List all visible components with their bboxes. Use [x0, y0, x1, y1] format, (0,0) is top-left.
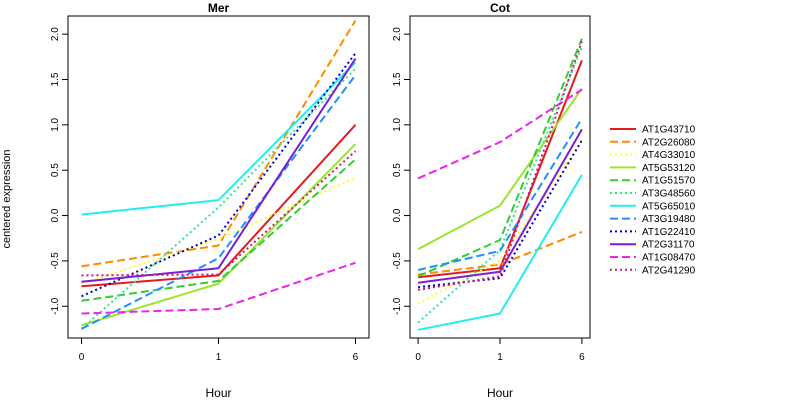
y-tick-label: -1.0 — [392, 297, 403, 315]
legend-item: AT3G48560 — [610, 189, 696, 200]
y-tick-label: -0.5 — [50, 252, 61, 270]
legend-item: AT2G26080 — [610, 137, 696, 148]
y-tick-label: -0.5 — [392, 252, 403, 270]
y-tick-label: 1.0 — [50, 117, 61, 131]
panel-mer: Mer -1.0 -0.5 0.0 0.5 1.0 1.5 2.0 0 1 6 Hour — [50, 1, 370, 400]
y-tick-label: 1.0 — [392, 117, 403, 131]
series-line-at2g31170 — [81, 58, 357, 283]
y-axis-title: centered expression — [1, 149, 13, 248]
legend-item: AT1G08470 — [610, 253, 696, 264]
legend-label: AT2G26080 — [642, 137, 696, 148]
series-line-at2g26080 — [417, 230, 583, 276]
legend-label: AT1G43710 — [642, 125, 696, 136]
legend-label: AT2G31170 — [642, 240, 695, 251]
series-line-at5g53120 — [417, 88, 583, 250]
x-tick-label: 6 — [579, 352, 585, 363]
series-line-at1g08470 — [417, 88, 583, 180]
legend-label: AT3G19480 — [642, 214, 696, 225]
series-line-at3g48560 — [80, 67, 357, 330]
series-line-at5g53120 — [81, 143, 357, 327]
x-tick-label: 1 — [497, 352, 503, 363]
panel-cot: Cot -1.0 -0.5 0.0 0.5 1.0 1.5 2.0 0 1 6 Hour — [392, 1, 591, 400]
series-line-at1g08470 — [81, 261, 356, 315]
legend-item: AT2G31170 — [610, 240, 695, 251]
series-line-at1g43710 — [81, 124, 357, 288]
y-tick-label: 0.5 — [50, 163, 61, 177]
x-tick-label: 1 — [216, 352, 222, 363]
series-line-at4g33010 — [417, 139, 583, 305]
series-line-at2g31170 — [417, 128, 583, 284]
panel-title: Mer — [208, 1, 230, 15]
y-tick-label: 1.5 — [50, 72, 61, 86]
legend-item: AT1G51570 — [610, 176, 696, 187]
y-tick-label: 0.5 — [392, 163, 403, 177]
y-tick-label: -1.0 — [50, 297, 61, 315]
legend-label: AT4G33010 — [642, 150, 696, 161]
legend-label: AT1G22410 — [642, 227, 696, 238]
y-tick-label: 1.5 — [392, 72, 403, 86]
series-line-at3g19480 — [417, 117, 583, 271]
series-line-at1g22410 — [81, 52, 357, 298]
series-line-at3g48560 — [417, 46, 583, 324]
plot-frame — [409, 15, 591, 339]
series-line-at2g41290 — [417, 41, 583, 291]
series-line-at2g26080 — [81, 19, 357, 268]
legend-label: AT5G65010 — [642, 201, 696, 212]
y-tick-label: 2.0 — [50, 27, 61, 41]
legend-item: AT2G41290 — [610, 265, 696, 276]
series-line-at1g43710 — [417, 60, 583, 279]
x-axis-title: Hour — [205, 386, 231, 400]
legend-item: AT3G19480 — [610, 214, 696, 225]
legend-item: AT1G22410 — [610, 227, 696, 238]
x-tick-label: 6 — [353, 352, 359, 363]
legend-label: AT1G51570 — [642, 176, 696, 187]
series-line-at5g65010 — [81, 61, 357, 216]
y-tick-label: 0.0 — [392, 208, 403, 222]
x-axis-title: Hour — [487, 386, 513, 400]
legend-item: AT5G65010 — [610, 201, 696, 212]
legend-label: AT3G48560 — [642, 189, 696, 200]
legend-label: AT1G08470 — [642, 253, 696, 264]
series-line-at5g65010 — [417, 174, 583, 331]
x-tick-label: 0 — [79, 352, 85, 363]
legend-item: AT1G43710 — [610, 125, 696, 136]
series-line-at1g51570 — [81, 158, 357, 302]
legend-item: AT4G33010 — [610, 150, 696, 161]
panels: Mer -1.0 -0.5 0.0 0.5 1.0 1.5 2.0 0 1 6 Hour Cot -1.0… — [50, 1, 591, 400]
legend-label: AT2G41290 — [642, 265, 696, 276]
series-line-at3g19480 — [81, 74, 357, 330]
y-tick-label: 2.0 — [392, 27, 403, 41]
legend-label: AT5G53120 — [642, 163, 696, 174]
y-tick-label: 0.0 — [50, 208, 61, 222]
panel-title: Cot — [490, 1, 510, 15]
legend-item: AT5G53120 — [610, 163, 696, 174]
series-line-at2g41290 — [81, 150, 357, 277]
x-tick-label: 0 — [415, 352, 421, 363]
